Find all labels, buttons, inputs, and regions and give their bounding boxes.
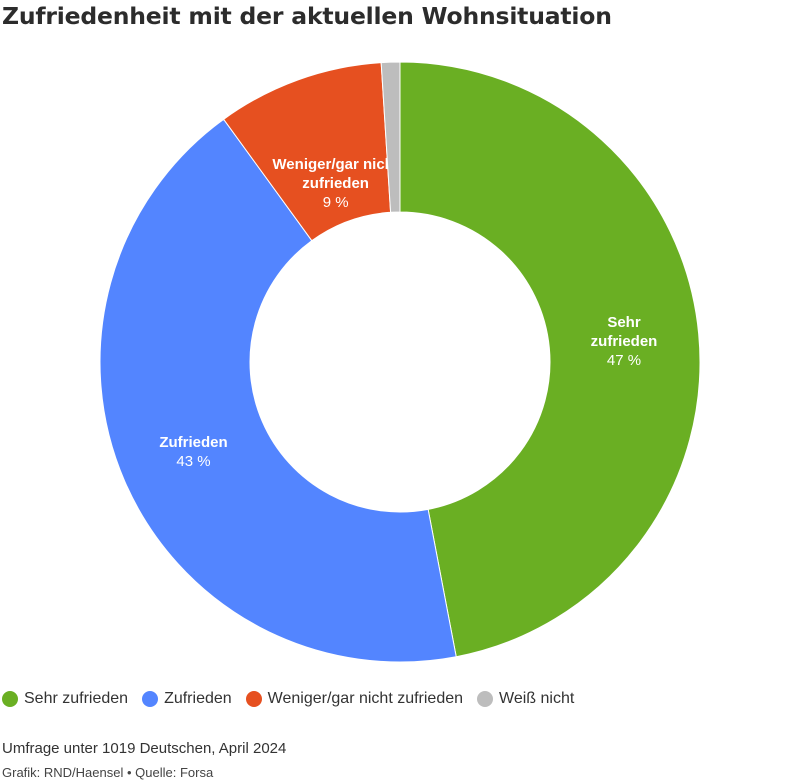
donut-chart: Sehr zufrieden 47 % Zufrieden 43 % Weniger/ga… <box>99 61 701 663</box>
slice-label-name: zufrieden <box>591 333 658 350</box>
slice-label-value: 47 % <box>607 352 641 369</box>
survey-note: Umfrage unter 1019 Deutschen, April 2024 <box>2 740 287 757</box>
legend-swatch <box>2 691 18 707</box>
slice-label-sehr-zufrieden: Sehr zufrieden 47 % <box>591 314 658 369</box>
legend-label: Weiß nicht <box>499 690 575 707</box>
legend-item-weiss-nicht[interactable]: Weiß nicht <box>477 690 574 708</box>
slice-label-zufrieden: Zufrieden 43 % <box>159 434 227 470</box>
legend-swatch <box>245 691 262 707</box>
source-credit: Grafik: RND/Haensel • Quelle: Forsa <box>2 765 214 780</box>
slice-weiss-nicht[interactable] <box>380 61 401 213</box>
chart-title: Zufriedenheit mit der aktuellen Wohnsitu… <box>2 2 612 30</box>
legend-item-sehr-zufrieden[interactable]: Sehr zufrieden <box>2 690 128 708</box>
legend-item-weniger-zufrieden[interactable]: Weniger/gar nicht zufrieden <box>245 690 464 708</box>
slice-label-weniger-zufrieden: Weniger/gar nicht zufrieden 9 % <box>272 156 398 211</box>
slice-zufrieden[interactable] <box>99 118 457 663</box>
legend-label: Zufrieden <box>164 690 232 707</box>
slice-label-name: zufrieden <box>302 175 369 192</box>
legend: Sehr zufrieden Zufrieden Weniger/gar nic… <box>2 690 574 708</box>
legend-label: Sehr zufrieden <box>24 690 129 707</box>
slice-label-value: 9 % <box>323 194 349 211</box>
slice-label-name: Zufrieden <box>159 434 227 451</box>
slice-label-value: 43 % <box>176 453 210 470</box>
legend-swatch <box>477 691 494 707</box>
legend-item-zufrieden[interactable]: Zufrieden <box>142 690 232 708</box>
slice-label-name: Weniger/gar nicht <box>272 156 398 173</box>
legend-label: Weniger/gar nicht zufrieden <box>267 690 464 707</box>
slice-label-name: Sehr <box>607 314 641 331</box>
slice-sehr-zufrieden[interactable] <box>399 61 701 658</box>
legend-swatch <box>142 691 159 707</box>
